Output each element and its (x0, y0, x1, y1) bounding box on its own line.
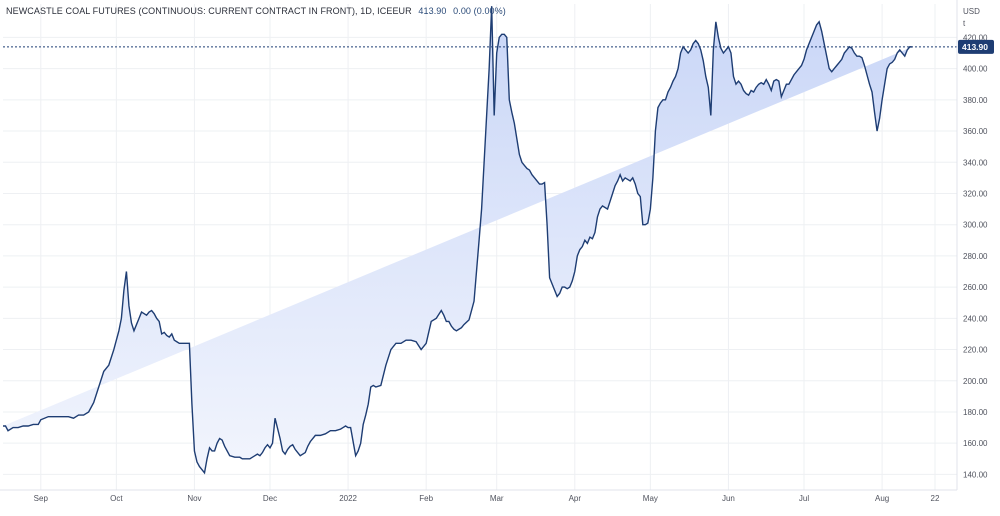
y-tick-label: 420.00 (963, 33, 988, 42)
x-tick-label: Jun (722, 494, 735, 503)
x-tick-label: Mar (490, 494, 504, 503)
x-tick-label: Sep (34, 494, 49, 503)
grid-lines (3, 4, 957, 490)
legend-last-value: 413.90 (418, 6, 447, 16)
x-tick-label: Dec (263, 494, 277, 503)
y-tick-label: 400.00 (963, 65, 988, 74)
y-tick-label: 300.00 (963, 221, 988, 230)
chart-legend[interactable]: NEWCASTLE COAL FUTURES (CONTINUOUS: CURR… (6, 6, 506, 16)
x-tick-label: Jul (799, 494, 809, 503)
y-tick-label: 380.00 (963, 96, 988, 105)
y-tick-label: 320.00 (963, 189, 988, 198)
y-tick-label: 340.00 (963, 158, 988, 167)
x-tick-label: Nov (187, 494, 201, 503)
x-tick-label: May (643, 494, 658, 503)
last-price-badge-value: 413.90 (962, 42, 988, 52)
price-axis-currency-label: USD (963, 7, 980, 16)
price-line-series (3, 6, 913, 475)
x-tick-label: Apr (569, 494, 582, 503)
last-price-badge: 413.90 (958, 39, 994, 54)
x-tick-label: Oct (110, 494, 123, 503)
price-area-fill (3, 6, 913, 473)
x-tick-label: Feb (419, 494, 433, 503)
symbol-title: NEWCASTLE COAL FUTURES (CONTINUOUS: CURR… (6, 6, 412, 16)
time-axis[interactable]: Sep Oct Nov Dec 2022 Feb Mar Apr May Jun Jul Aug 22 (0, 489, 957, 503)
legend-change-value: 0.00 (0.00%) (453, 6, 506, 16)
x-tick-label: Aug (875, 494, 889, 503)
y-tick-label: 360.00 (963, 127, 988, 136)
y-tick-label: 140.00 (963, 470, 988, 479)
x-tick-label: 2022 (339, 494, 357, 503)
price-axis[interactable]: USD t 140.00 160.00 180.00 200.00 220.00 240.… (956, 0, 988, 490)
price-axis-unit-label: t (963, 19, 966, 28)
y-tick-label: 280.00 (963, 252, 988, 261)
y-tick-label: 200.00 (963, 377, 988, 386)
y-tick-label: 220.00 (963, 346, 988, 355)
y-tick-label: 160.00 (963, 439, 988, 448)
y-tick-label: 260.00 (963, 283, 988, 292)
y-tick-label: 180.00 (963, 408, 988, 417)
y-tick-label: 240.00 (963, 314, 988, 323)
x-tick-label: 22 (931, 494, 940, 503)
